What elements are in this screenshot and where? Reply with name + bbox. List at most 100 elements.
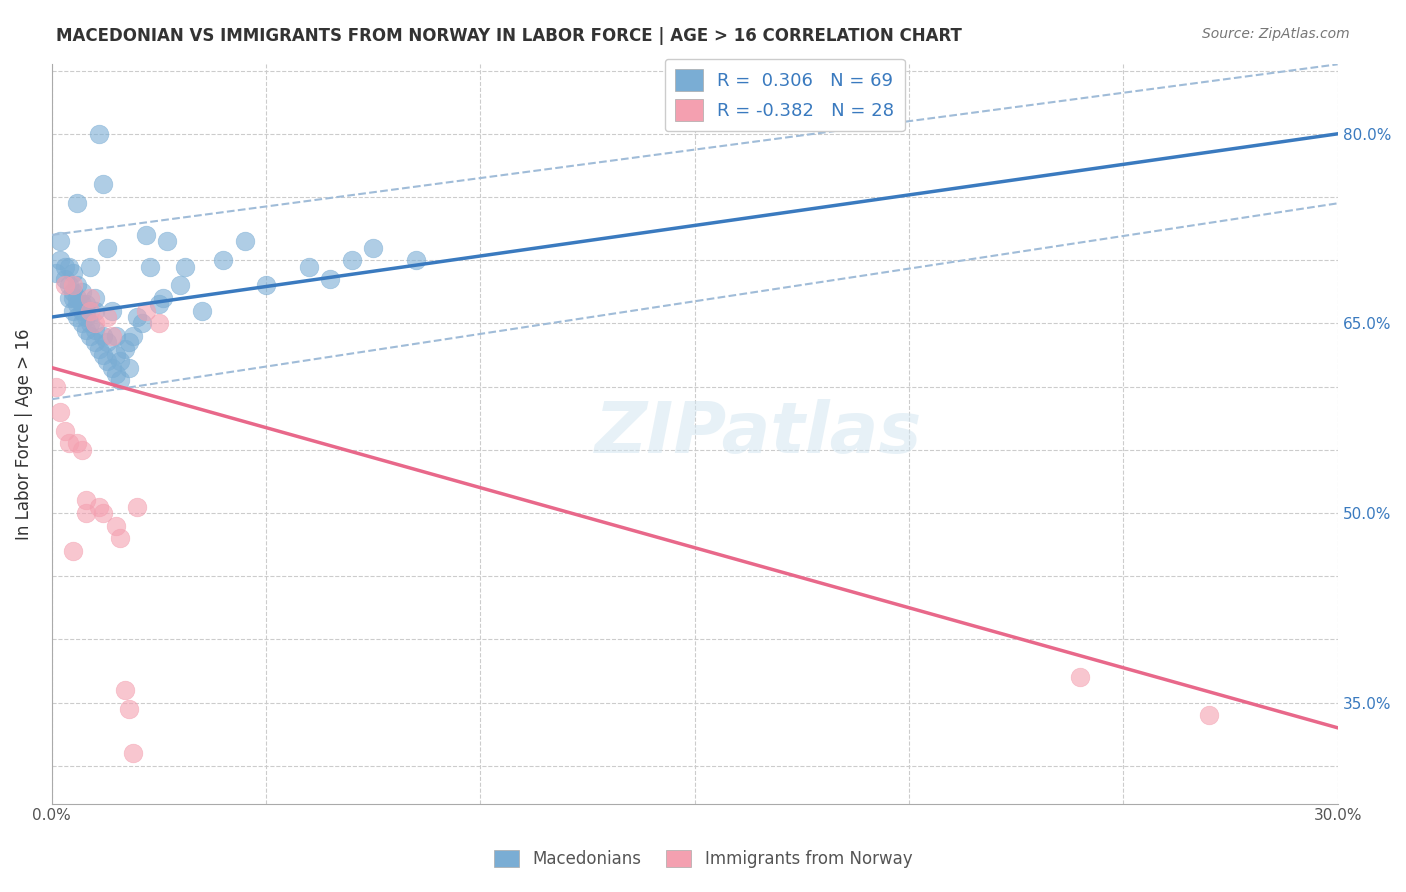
Point: [79, 317, 101, 331]
Point: [58, 291, 80, 305]
Point: [53, 260, 76, 274]
Point: [49, 405, 72, 419]
Point: [70, 442, 93, 457]
Point: [79, 291, 101, 305]
Point: [70, 297, 93, 311]
Point: [100, 303, 122, 318]
Point: [110, 531, 132, 545]
Point: [58, 278, 80, 293]
Point: [156, 234, 179, 248]
Point: [91, 329, 114, 343]
Point: [83, 323, 105, 337]
Point: [361, 241, 384, 255]
Point: [139, 260, 162, 274]
Point: [298, 260, 321, 274]
Point: [122, 746, 145, 760]
Point: [75, 323, 97, 337]
Point: [148, 297, 170, 311]
Point: [254, 278, 277, 293]
Point: [173, 260, 195, 274]
Point: [75, 506, 97, 520]
Point: [62, 544, 84, 558]
Point: [66, 310, 89, 324]
Point: [105, 348, 128, 362]
Point: [62, 266, 84, 280]
Point: [58, 260, 80, 274]
Point: [100, 360, 122, 375]
Point: [122, 329, 145, 343]
Point: [75, 303, 97, 318]
Point: [118, 360, 141, 375]
Point: [83, 317, 105, 331]
Point: [58, 436, 80, 450]
Point: [319, 272, 342, 286]
Point: [83, 335, 105, 350]
Point: [233, 234, 256, 248]
Point: [105, 518, 128, 533]
Point: [53, 278, 76, 293]
Point: [62, 291, 84, 305]
Point: [75, 493, 97, 508]
Point: [66, 196, 89, 211]
Point: [91, 506, 114, 520]
Point: [110, 354, 132, 368]
Point: [83, 291, 105, 305]
Point: [148, 317, 170, 331]
Point: [79, 303, 101, 318]
Point: [212, 253, 235, 268]
Point: [53, 424, 76, 438]
Point: [91, 348, 114, 362]
Point: [79, 260, 101, 274]
Point: [100, 329, 122, 343]
Point: [70, 303, 93, 318]
Point: [135, 303, 157, 318]
Point: [114, 682, 136, 697]
Point: [96, 241, 118, 255]
Y-axis label: In Labor Force | Age > 16: In Labor Force | Age > 16: [15, 328, 32, 540]
Text: MACEDONIAN VS IMMIGRANTS FROM NORWAY IN LABOR FORCE | AGE > 16 CORRELATION CHART: MACEDONIAN VS IMMIGRANTS FROM NORWAY IN …: [56, 27, 962, 45]
Point: [110, 373, 132, 387]
Point: [118, 335, 141, 350]
Point: [127, 310, 149, 324]
Point: [75, 310, 97, 324]
Point: [87, 127, 110, 141]
Point: [405, 253, 427, 268]
Point: [96, 335, 118, 350]
Point: [127, 500, 149, 514]
Text: ZIPatlas: ZIPatlas: [595, 400, 922, 468]
Point: [169, 278, 191, 293]
Point: [91, 178, 114, 192]
Point: [340, 253, 363, 268]
Point: [62, 278, 84, 293]
Point: [70, 317, 93, 331]
Point: [1069, 670, 1091, 684]
Legend: Macedonians, Immigrants from Norway: Macedonians, Immigrants from Norway: [488, 843, 918, 875]
Legend: R =  0.306   N = 69, R = -0.382   N = 28: R = 0.306 N = 69, R = -0.382 N = 28: [665, 59, 905, 131]
Text: Source: ZipAtlas.com: Source: ZipAtlas.com: [1202, 27, 1350, 41]
Point: [62, 303, 84, 318]
Point: [45, 379, 67, 393]
Point: [45, 266, 67, 280]
Point: [105, 329, 128, 343]
Point: [66, 278, 89, 293]
Point: [105, 367, 128, 381]
Point: [66, 297, 89, 311]
Point: [1198, 708, 1220, 723]
Point: [53, 272, 76, 286]
Point: [118, 702, 141, 716]
Point: [131, 317, 153, 331]
Point: [87, 500, 110, 514]
Point: [152, 291, 174, 305]
Point: [49, 234, 72, 248]
Point: [66, 291, 89, 305]
Point: [96, 310, 118, 324]
Point: [96, 354, 118, 368]
Point: [191, 303, 214, 318]
Point: [62, 285, 84, 299]
Point: [114, 342, 136, 356]
Point: [49, 253, 72, 268]
Point: [135, 227, 157, 242]
Point: [75, 297, 97, 311]
Point: [79, 329, 101, 343]
Point: [66, 436, 89, 450]
